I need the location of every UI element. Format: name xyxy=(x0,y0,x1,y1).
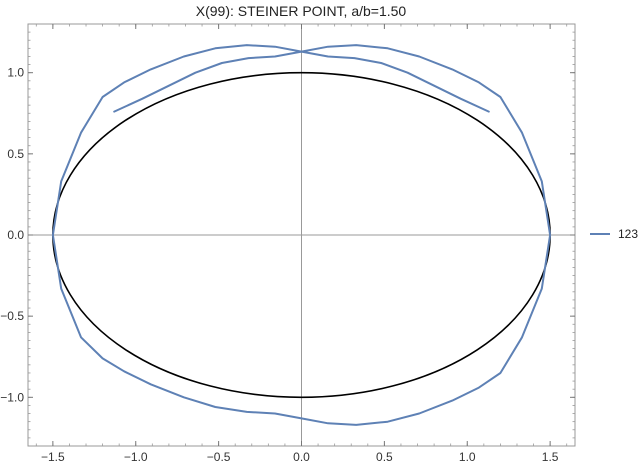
x-tick-label: 0.0 xyxy=(293,450,310,464)
series-layer xyxy=(51,44,552,426)
legend-label-123: 123 xyxy=(618,227,638,241)
legend: 123 xyxy=(590,227,638,241)
x-tick-label: 0.5 xyxy=(376,450,393,464)
x-tick-label: −1.0 xyxy=(124,450,148,464)
x-tick-label: 1.5 xyxy=(542,450,559,464)
y-tick-label: −1.0 xyxy=(0,390,24,404)
x-tick-label: 1.0 xyxy=(459,450,476,464)
y-tick-label: 0.5 xyxy=(7,147,24,161)
y-tick-label: 0.0 xyxy=(7,228,24,242)
axes xyxy=(28,24,575,446)
y-tick-labels: −1.0 −0.5 0.0 0.5 1.0 xyxy=(0,66,24,405)
series-line-123 xyxy=(51,44,552,426)
chart-title: X(99): STEINER POINT, a/b=1.50 xyxy=(196,3,407,19)
y-tick-label: 1.0 xyxy=(7,66,24,80)
x-tick-labels: −1.5 −1.0 −0.5 0.0 0.5 1.0 1.5 xyxy=(41,450,559,464)
tick-marks xyxy=(28,24,575,446)
x-tick-label: −0.5 xyxy=(207,450,231,464)
x-tick-label: −1.5 xyxy=(41,450,65,464)
y-tick-label: −0.5 xyxy=(0,309,24,323)
